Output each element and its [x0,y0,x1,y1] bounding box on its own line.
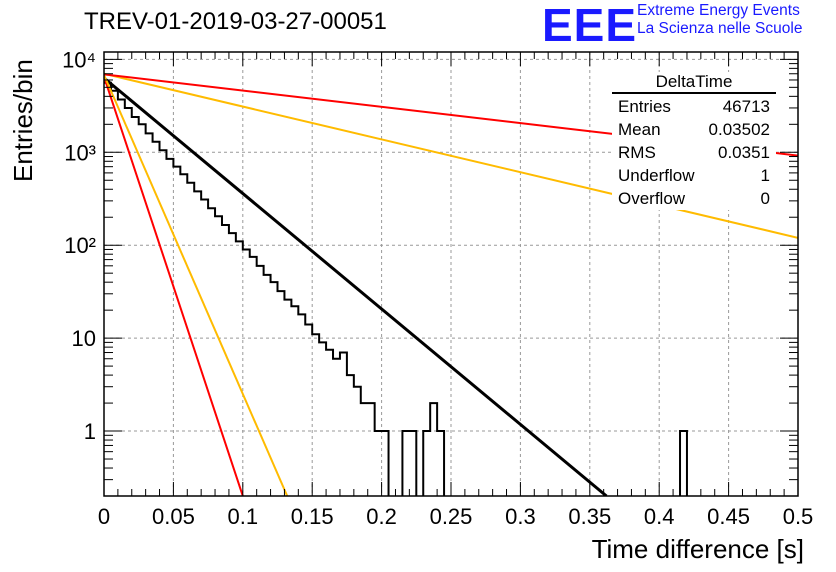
orange-shallow-line [104,72,798,239]
y-tick-label: 10³ [64,140,96,165]
stats-row-underflow: Underflow 1 [612,164,776,187]
stats-value: 0.0351 [718,143,770,162]
stats-label: RMS [618,143,656,162]
orange-steep-line [104,74,289,496]
x-tick-label: 0.45 [707,504,750,529]
stats-value: 1 [760,166,770,185]
red-steep-line [104,76,244,496]
x-tick-label: 0.5 [783,504,814,529]
run-title: TREV-01-2019-03-27-00051 [84,8,387,35]
stats-value: 0.03502 [708,120,770,139]
stats-row-entries: Entries 46713 [612,95,776,118]
stats-title: DeltaTime [612,72,776,94]
x-tick-label: 0.1 [228,504,259,529]
stats-value: 0 [760,189,770,208]
eee-logo: EEE [542,0,638,51]
x-tick-label: 0.2 [366,504,397,529]
stats-label: Underflow [618,166,695,185]
y-tick-label: 10² [64,233,96,258]
stats-row-mean: Mean 0.03502 [612,118,776,141]
stats-row-rms: RMS 0.0351 [612,141,776,164]
x-tick-label: 0.25 [430,504,473,529]
stats-label: Overflow [618,189,686,208]
stats-box: DeltaTime Entries 46713 Mean 0.03502 RMS… [612,72,776,210]
x-tick-label: 0 [98,504,110,529]
stats-label: Mean [618,120,661,139]
y-tick-label: 1 [84,419,96,444]
x-tick-label: 0.35 [568,504,611,529]
eee-logo-text: Extreme Energy Events La Scienza nelle S… [637,2,802,38]
x-tick-label: 0.4 [644,504,675,529]
x-tick-label: 0.05 [152,504,195,529]
x-axis-label: Time difference [s] [591,534,804,564]
x-tick-label: 0.15 [291,504,334,529]
stats-value: 46713 [722,97,770,116]
stats-row-overflow: Overflow 0 [612,187,776,210]
histogram-outline [104,81,688,496]
stats-label: Entries [618,97,671,116]
y-tick-label: 10⁴ [62,47,96,72]
logo-line-1: Extreme Energy Events [637,2,800,19]
y-tick-label: 10 [72,326,96,351]
logo-line-2: La Scienza nelle Scuole [637,20,803,37]
y-axis-label: Entries/bin [8,59,38,182]
black-fit-line [104,76,608,496]
x-tick-label: 0.3 [505,504,536,529]
